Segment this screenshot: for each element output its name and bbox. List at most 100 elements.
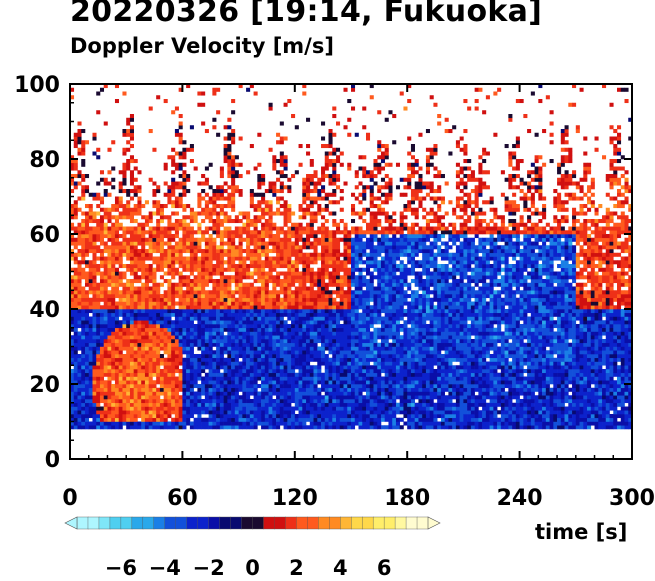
heatmap-cell [126, 204, 131, 209]
heatmap-cell [193, 211, 198, 216]
heatmap-cell [216, 387, 221, 392]
heatmap-cell [373, 399, 378, 404]
heatmap-cell [126, 406, 131, 411]
heatmap-cell [354, 312, 359, 317]
heatmap-cell [365, 425, 371, 430]
heatmap-cell [137, 297, 142, 302]
heatmap-cell [137, 260, 142, 265]
heatmap-cell [81, 369, 86, 374]
heatmap-cell [137, 384, 142, 389]
heatmap-cell [313, 219, 318, 224]
heatmap-cell [156, 211, 161, 216]
heatmap-cell [298, 346, 303, 351]
heatmap-cell [152, 275, 157, 280]
heatmap-cell [261, 267, 266, 272]
heatmap-cell [186, 275, 191, 280]
heatmap-cell [182, 309, 187, 314]
heatmap-cell [351, 339, 356, 344]
heatmap-cell [249, 264, 254, 269]
heatmap-cell [264, 290, 269, 295]
heatmap-cell [279, 372, 284, 377]
heatmap-cell [92, 286, 97, 291]
heatmap-cell [111, 222, 116, 227]
heatmap-cell [204, 245, 209, 250]
heatmap-cell [144, 380, 149, 385]
heatmap-cell [118, 249, 123, 254]
heatmap-cell [369, 215, 374, 220]
heatmap-cell [336, 159, 341, 164]
heatmap-cell [189, 245, 194, 250]
heatmap-cell [268, 234, 273, 239]
heatmap-cell [118, 376, 123, 381]
heatmap-cell [302, 391, 307, 396]
heatmap-cell [167, 380, 172, 385]
heatmap-cell [336, 421, 341, 426]
heatmap-cell [369, 177, 374, 182]
heatmap-cell [216, 391, 221, 396]
heatmap-cell [81, 252, 86, 257]
heatmap-cell [167, 256, 172, 261]
heatmap-cell [70, 391, 75, 396]
heatmap-cell [328, 245, 333, 250]
heatmap-cell [77, 387, 82, 392]
heatmap-cell [178, 249, 183, 254]
heatmap-cell [133, 226, 138, 231]
heatmap-cell [324, 305, 329, 310]
heatmap-cell [257, 342, 262, 347]
heatmap-cell [122, 129, 127, 134]
heatmap-cell [77, 309, 82, 314]
heatmap-cell [204, 200, 209, 205]
heatmap-cell [268, 290, 273, 295]
heatmap-cell [302, 305, 307, 310]
heatmap-cell [223, 230, 228, 235]
heatmap-cell [88, 391, 93, 396]
heatmap-cell [204, 417, 209, 422]
heatmap-cell [73, 421, 78, 426]
heatmap-cell [122, 410, 127, 415]
heatmap-cell [227, 335, 232, 340]
heatmap-cell [114, 215, 120, 220]
heatmap-cell [223, 196, 228, 201]
heatmap-cell [152, 372, 157, 377]
heatmap-cell [253, 267, 258, 272]
heatmap-cell [201, 354, 206, 359]
heatmap-cell [92, 425, 97, 430]
heatmap-cell [122, 380, 127, 385]
heatmap-cell [103, 331, 108, 336]
heatmap-cell [189, 335, 194, 340]
heatmap-cell [219, 211, 224, 216]
heatmap-cell [84, 312, 90, 317]
heatmap-cell [99, 342, 105, 347]
heatmap-cell [163, 215, 168, 220]
heatmap-cell [264, 339, 269, 344]
heatmap-cell [369, 369, 374, 374]
heatmap-cell [362, 234, 367, 239]
heatmap-cell [268, 361, 273, 366]
heatmap-cell [137, 286, 142, 291]
heatmap-cell [264, 252, 269, 257]
heatmap-cell [201, 181, 206, 186]
heatmap-cell [223, 159, 228, 164]
heatmap-cell [148, 294, 153, 299]
heatmap-cell [152, 324, 157, 329]
heatmap-cell [276, 264, 281, 269]
heatmap-cell [201, 211, 206, 216]
heatmap-cell [279, 387, 284, 392]
heatmap-cell [272, 275, 277, 280]
heatmap-cell [332, 177, 337, 182]
heatmap-cell [129, 365, 134, 370]
heatmap-cell [276, 354, 281, 359]
heatmap-cell [347, 252, 352, 257]
heatmap-cell [174, 324, 179, 329]
heatmap-cell [96, 309, 101, 314]
heatmap-cell [328, 410, 333, 415]
heatmap-cell [242, 230, 247, 235]
heatmap-cell [231, 309, 236, 314]
heatmap-cell [283, 369, 288, 374]
heatmap-cell [122, 264, 127, 269]
heatmap-cell [197, 294, 202, 299]
heatmap-cell [216, 87, 221, 92]
heatmap-cell [283, 275, 288, 280]
heatmap-cell [354, 245, 359, 250]
heatmap-cell [137, 200, 142, 205]
